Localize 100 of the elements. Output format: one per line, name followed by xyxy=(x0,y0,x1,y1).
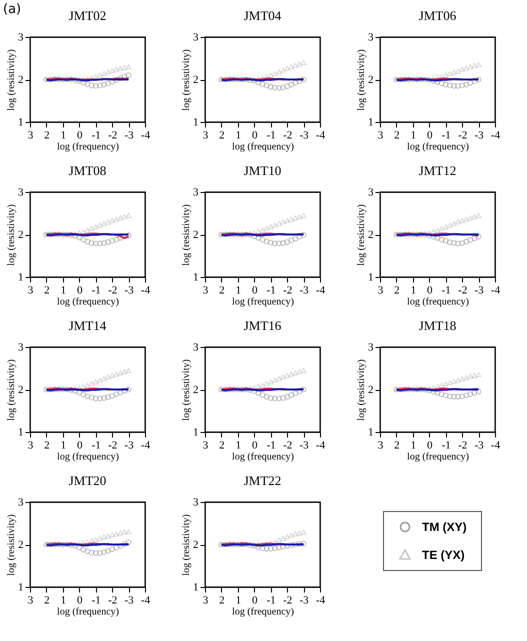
chart-title: JMT14 xyxy=(68,318,107,333)
y-axis-title: log (resistivity) xyxy=(356,49,367,111)
x-tick-label: -2 xyxy=(458,284,468,296)
y-tick-label: 3 xyxy=(368,342,374,354)
x-tick-label: 3 xyxy=(28,130,34,142)
y-tick-label: 3 xyxy=(18,186,24,198)
y-axis-title: log (resistivity) xyxy=(181,49,192,111)
x-tick-label: -4 xyxy=(316,440,326,452)
x-axis-title: log (frequency) xyxy=(57,142,119,152)
x-tick-label: -3 xyxy=(474,440,484,452)
y-tick-label: 3 xyxy=(368,32,374,44)
legend-label: TM (XY) xyxy=(422,520,467,534)
x-tick-label: 0 xyxy=(252,130,258,142)
x-tick-label: 2 xyxy=(219,284,225,296)
x-tick-label: 0 xyxy=(427,284,434,296)
x-tick-label: 0 xyxy=(252,284,258,296)
x-tick-label: 2 xyxy=(44,284,50,296)
legend-label: TE (YX) xyxy=(422,548,465,562)
y-axis-title: log (resistivity) xyxy=(6,514,17,576)
x-tick-label: 2 xyxy=(219,594,225,606)
x-tick-label: -4 xyxy=(490,440,501,452)
y-tick-label: 1 xyxy=(368,116,374,128)
x-tick-label: -4 xyxy=(490,284,501,296)
x-tick-label: 1 xyxy=(236,284,242,296)
x-tick-label: 1 xyxy=(60,594,66,606)
x-tick-label: -1 xyxy=(266,130,276,142)
chart-title: JMT20 xyxy=(68,473,106,488)
x-axis-title: log (frequency) xyxy=(232,452,294,462)
x-tick-label: 1 xyxy=(60,440,66,452)
x-tick-label: -2 xyxy=(458,130,468,142)
x-tick-label: 2 xyxy=(394,440,400,452)
x-tick-label: -3 xyxy=(474,284,484,296)
chart-title: JMT10 xyxy=(244,163,282,178)
x-tick-label: 3 xyxy=(202,130,209,142)
text: (a) xyxy=(3,2,22,17)
y-tick-label: 1 xyxy=(18,426,24,438)
x-axis-title: log (frequency) xyxy=(232,296,294,308)
x-tick-label: -3 xyxy=(474,130,484,142)
x-tick-label: 1 xyxy=(60,130,66,142)
x-tick-label: 3 xyxy=(28,284,34,296)
x-tick-label: -2 xyxy=(283,594,292,606)
chart-title: JMT16 xyxy=(244,318,282,333)
y-tick-label: 2 xyxy=(18,384,24,396)
y-tick-label: 1 xyxy=(18,116,24,128)
y-axis-title: log (resistivity) xyxy=(6,204,17,266)
x-tick-label: -1 xyxy=(266,594,276,606)
x-axis-title: log (frequency) xyxy=(57,296,119,308)
y-tick-label: 1 xyxy=(193,426,198,438)
x-tick-label: -2 xyxy=(458,440,468,452)
x-tick-label: -4 xyxy=(316,130,326,142)
x-axis-title: log (frequency) xyxy=(407,452,469,462)
x-axis-title: log (frequency) xyxy=(232,606,294,618)
x-tick-label: -4 xyxy=(490,130,501,142)
y-tick-label: 1 xyxy=(368,272,374,284)
x-tick-label: -2 xyxy=(108,594,118,606)
x-tick-label: 3 xyxy=(378,284,384,296)
chart-title: JMT22 xyxy=(244,473,282,488)
x-tick-label: -1 xyxy=(442,440,451,452)
y-axis-title: log (resistivity) xyxy=(181,514,192,576)
y-tick-label: 1 xyxy=(368,426,374,438)
y-axis-title: log (resistivity) xyxy=(181,204,192,266)
x-axis-title: log (frequency) xyxy=(232,142,294,152)
x-tick-label: 2 xyxy=(219,130,225,142)
x-tick-label: -3 xyxy=(124,594,134,606)
x-tick-label: 1 xyxy=(410,130,416,142)
x-tick-label: 2 xyxy=(44,594,50,606)
x-tick-label: -1 xyxy=(92,130,101,142)
chart-title: JMT08 xyxy=(68,163,106,178)
x-tick-label: 2 xyxy=(44,130,50,142)
x-tick-label: 3 xyxy=(202,284,209,296)
x-tick-label: -2 xyxy=(108,440,118,452)
y-tick-label: 1 xyxy=(193,116,198,128)
x-axis-title: log (frequency) xyxy=(407,296,469,308)
x-tick-label: -2 xyxy=(108,284,118,296)
x-tick-label: -1 xyxy=(442,284,451,296)
y-axis-title: log (resistivity) xyxy=(181,359,192,421)
x-tick-label: -4 xyxy=(316,284,326,296)
chart-title: JMT02 xyxy=(68,8,106,23)
x-tick-label: -3 xyxy=(299,440,310,452)
x-tick-label: 0 xyxy=(77,594,84,606)
x-tick-label: -1 xyxy=(92,284,101,296)
y-tick-label: 2 xyxy=(193,229,198,241)
x-tick-label: 1 xyxy=(236,594,242,606)
y-axis-title: log (resistivity) xyxy=(356,204,367,266)
y-tick-label: 2 xyxy=(193,384,198,396)
x-tick-label: 0 xyxy=(427,440,434,452)
x-tick-label: 3 xyxy=(378,440,384,452)
x-axis-title: log (frequency) xyxy=(407,142,469,152)
chart-title: JMT18 xyxy=(418,318,456,333)
x-tick-label: 3 xyxy=(28,594,34,606)
x-tick-label: 1 xyxy=(236,130,242,142)
x-tick-label: -2 xyxy=(108,130,118,142)
x-tick-label: 0 xyxy=(252,440,258,452)
x-tick-label: 0 xyxy=(427,130,434,142)
x-tick-label: 3 xyxy=(202,440,209,452)
chart-title: JMT04 xyxy=(244,8,282,23)
x-tick-label: 0 xyxy=(77,440,84,452)
y-axis-title: log (resistivity) xyxy=(356,359,367,421)
y-tick-label: 2 xyxy=(193,539,198,551)
y-tick-label: 3 xyxy=(18,32,24,44)
